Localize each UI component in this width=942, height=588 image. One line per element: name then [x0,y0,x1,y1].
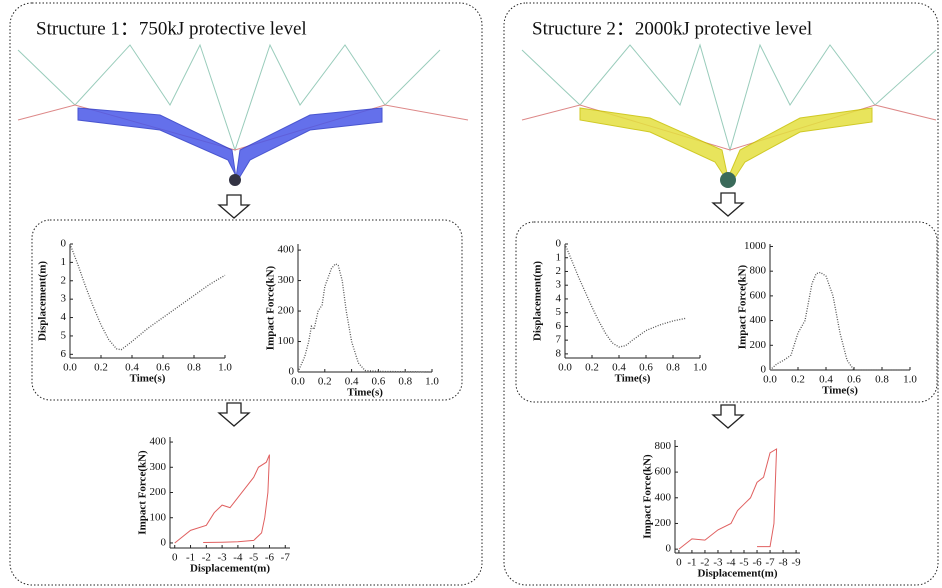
data-line [770,272,910,370]
x-tick-label: -9 [792,557,802,569]
x-tick-label: 0.8 [398,376,412,388]
data-line [298,264,432,372]
x-axis-label: Displacement(m) [190,563,270,575]
y-tick-label: 5 [556,306,562,318]
x-axis-label: Time(s) [615,373,651,385]
y-tick-label: 800 [750,265,767,277]
y-tick-label: 400 [278,244,295,256]
y-tick-label: 4 [61,311,67,323]
y-tick-label: 100 [150,511,167,523]
y-tick-label: 200 [750,339,767,351]
x-tick-label: -7 [281,552,291,564]
y-tick-label: 0 [556,238,562,250]
y-tick-label: 200 [278,305,295,317]
y-tick-label: 800 [655,440,672,452]
y-tick-label: 8 [556,347,562,359]
x-tick-label: 0 [676,557,682,569]
inner-frame [516,222,937,402]
x-tick-label: 0.0 [763,374,777,386]
x-axis-label: Time(s) [347,387,383,399]
data-line [70,244,225,350]
y-tick-label: 5 [61,329,67,341]
y-tick-label: 200 [655,517,672,529]
x-tick-label: 0.8 [666,362,680,374]
y-axis-label: Displacement(m) [532,261,544,341]
x-tick-label: 1.0 [693,362,707,374]
y-tick-label: 600 [750,289,767,301]
y-axis-label: Impact Force(kN) [265,265,277,350]
y-tick-label: 1 [61,256,67,268]
x-tick-label: 1.0 [903,374,917,386]
y-tick-label: 7 [556,334,562,346]
data-line [175,455,270,543]
y-tick-label: 2 [61,274,67,286]
y-tick-label: 1 [556,251,562,263]
x-axis-label: Time(s) [822,385,858,397]
y-tick-label: 400 [150,436,167,448]
x-tick-label: 0.2 [318,376,332,388]
data-line [679,449,777,549]
y-tick-label: 1000 [744,240,767,252]
panel-frame [504,3,938,585]
y-tick-label: 6 [61,348,67,360]
y-tick-label: 400 [750,314,767,326]
panel-title: Structure 2：2000kJ protective level [532,18,812,39]
panel-title: Structure 1：750kJ protective level [36,18,307,39]
y-tick-label: 200 [150,486,167,498]
x-tick-label: 0.8 [875,374,889,386]
y-tick-label: 600 [655,466,672,478]
y-tick-label: 6 [556,320,562,332]
y-tick-label: 4 [556,292,562,304]
x-tick-label: 0.0 [558,362,572,374]
y-tick-label: 2 [556,265,562,277]
y-tick-label: 0 [666,543,672,555]
x-axis-label: Displacement(m) [697,568,777,580]
x-tick-label: 0.2 [585,362,599,374]
x-axis-label: Time(s) [130,373,166,385]
x-tick-label: 1.0 [425,376,439,388]
x-tick-label: -8 [778,557,788,569]
y-tick-label: 3 [556,279,562,291]
y-axis-label: Impact Force(kN) [642,454,654,539]
x-tick-label: 0.0 [63,362,77,374]
y-tick-label: 400 [655,491,672,503]
y-axis-label: Displacement(m) [37,261,49,341]
y-tick-label: 0 [161,536,167,548]
panel-frame [10,3,482,585]
net-illustration [18,45,936,188]
y-axis-label: Impact Force(kN) [137,450,149,535]
y-tick-label: 3 [61,293,67,305]
y-axis-label: Impact Force(kN) [737,264,749,349]
x-tick-label: 0.2 [94,362,108,374]
y-tick-label: 300 [278,274,295,286]
y-tick-label: 300 [150,461,167,473]
data-line [565,244,687,347]
x-tick-label: 0.8 [187,362,201,374]
figure: Structure 1：750kJ protective level Struc… [0,0,942,588]
x-tick-label: 1.0 [218,362,232,374]
x-tick-label: 0.0 [291,376,305,388]
x-tick-label: -1 [687,557,696,569]
x-tick-label: 0.2 [791,374,805,386]
x-tick-label: 0 [172,552,178,564]
y-tick-label: 0 [61,238,67,250]
y-tick-label: 100 [278,335,295,347]
